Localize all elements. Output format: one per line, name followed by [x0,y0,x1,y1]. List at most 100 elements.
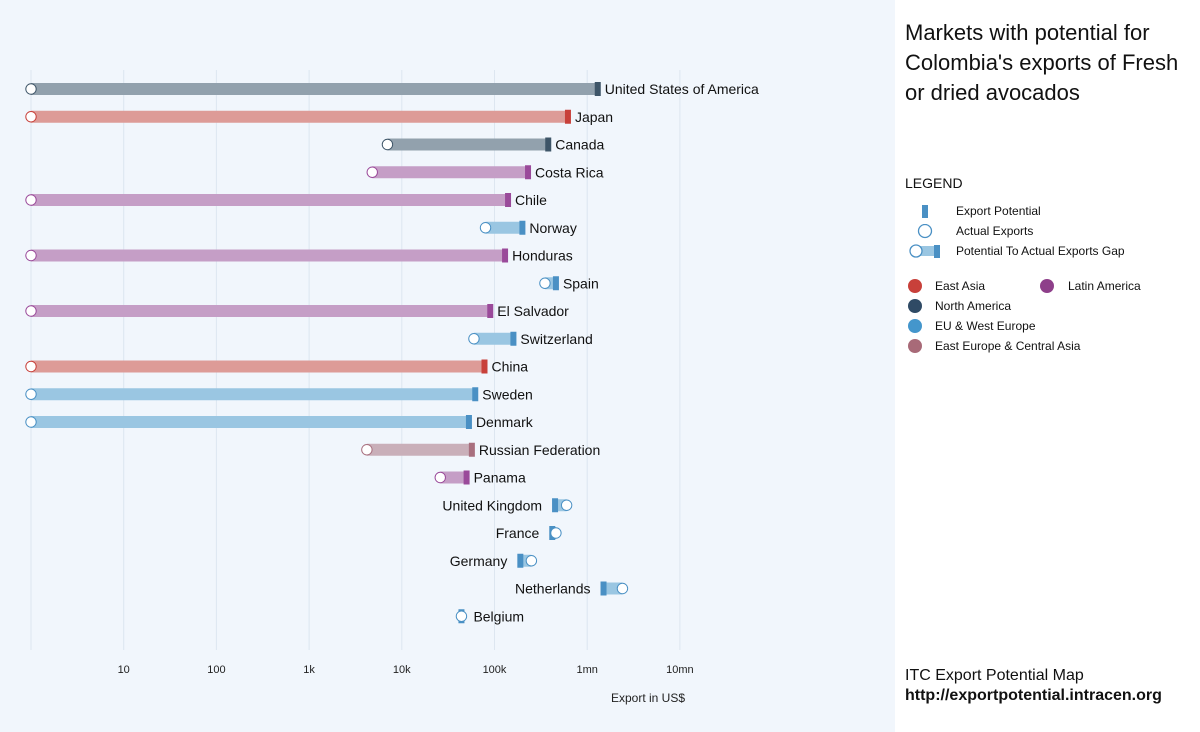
actual-exports-marker [361,444,373,456]
north-america-dot-icon [908,299,922,313]
x-tick-label: 10k [393,664,411,676]
country-label: Netherlands [515,581,591,597]
country-label: Japan [575,109,613,125]
export-potential-marker [519,220,526,235]
export-potential-marker [502,248,509,263]
dumbbell-row: Costa Rica [366,164,604,180]
country-label: Spain [563,275,599,291]
country-label: Belgium [473,608,524,624]
dumbbell-row: Honduras [25,248,573,264]
dumbbell-row: Norway [479,220,577,236]
actual-exports-marker [550,527,562,539]
x-tick-label: 100k [483,664,507,676]
export-potential-marker [465,415,472,429]
actual-exports-marker [525,555,538,567]
dumbbell-row: France [496,525,562,541]
gap-bar [473,332,514,345]
export-potential-marker [545,137,552,152]
export-potential-marker [525,165,532,180]
actual-exports-marker [25,305,37,317]
actual-exports-marker [616,582,629,595]
x-tick-label: 1mn [576,664,597,676]
footer-url-link[interactable]: http://exportpotential.intracen.org [905,687,1162,704]
footer: ITC Export Potential Map http://exportpo… [905,666,1162,706]
export-potential-marker [481,359,488,374]
gap-bar [31,416,469,428]
actual-exports-icon [917,224,933,239]
dumbbell-row: Chile [25,192,547,208]
x-tick-label: 10mn [666,664,694,676]
legend-region-label: North America [935,299,1012,313]
legend-gap[interactable]: Potential To Actual Exports Gap [905,244,1185,260]
legend-actual-exports[interactable]: Actual Exports [905,224,1185,240]
export-potential-marker [600,581,607,596]
export-potential-marker [505,193,512,207]
legend-export-potential[interactable]: Export Potential [905,204,1185,220]
dumbbell-row: Switzerland [468,331,593,347]
actual-exports-marker [366,166,378,178]
actual-exports-marker [539,277,551,289]
legend-region-eu-west-europe[interactable]: EU & West Europe [908,319,1108,335]
gap-bar [31,249,506,262]
country-label: Costa Rica [535,164,604,180]
country-label: Switzerland [520,331,592,347]
country-label: Norway [529,220,576,236]
gap-bar [440,471,467,484]
eu-west-europe-dot-icon [908,319,922,333]
legend-gap-label: Potential To Actual Exports Gap [956,244,1125,258]
gap-bar [31,110,568,123]
actual-exports-marker [455,610,468,622]
x-tick-label: 1k [303,664,315,676]
gap-icon [909,244,940,258]
country-label: El Salvador [497,303,569,319]
export-potential-marker [564,109,571,124]
actual-exports-marker [25,388,37,400]
x-tick-label: 100 [207,664,225,676]
legend-region-latin-america[interactable]: Latin America [1040,279,1190,295]
export-potential-marker [472,387,479,402]
country-label: Honduras [512,248,573,264]
gap-bar [31,83,598,95]
dumbbell-row: Germany [450,553,538,569]
export-potential-icon [922,205,928,218]
country-label: Canada [555,137,604,153]
dumbbell-row: Panama [434,470,526,486]
dumbbell-row: Netherlands [515,581,629,597]
legend-heading: LEGEND [905,175,963,191]
dumbbell-row: China [25,359,528,375]
export-potential-marker [468,442,475,457]
dumbbell-row: United Kingdom [442,497,573,513]
actual-exports-marker [25,249,37,262]
side-panel: Markets with potential for Colombia's ex… [895,0,1200,732]
legend-region-label: East Asia [935,279,986,293]
actual-exports-marker [25,416,37,428]
legend-region-north-america[interactable]: North America [908,299,1108,315]
export-potential-marker [517,553,524,568]
country-label: Germany [450,553,508,569]
legend-region-east-europe-central-asia[interactable]: East Europe & Central Asia [908,339,1168,355]
country-label: China [491,359,528,375]
gap-bar [31,388,476,401]
gap-bar [555,499,567,512]
export-potential-marker [552,276,559,291]
dumbbell-row: El Salvador [25,303,569,319]
actual-exports-marker [468,333,480,345]
dumbbell-row: Canada [381,137,605,153]
legend-region-east-asia[interactable]: East Asia [908,279,1038,295]
actual-exports-marker [479,222,492,234]
dumbbell-row: Denmark [25,414,534,430]
legend-actual-exports-label: Actual Exports [956,224,1034,238]
actual-exports-marker [560,499,573,511]
actual-exports-marker [25,360,37,373]
gap-bar [31,194,509,206]
legend-region-label: EU & West Europe [935,319,1036,333]
x-tick-label: 10 [118,664,130,676]
x-axis-label: Export in US$ [611,691,685,705]
plot-panel: 10 100 1k 10k 100k 1mn 10mn Export in US$ United… [0,0,895,732]
actual-exports-marker [25,194,37,206]
dumbbell-row: Russian Federation [361,442,600,458]
country-label: Russian Federation [479,442,600,458]
export-potential-marker [594,82,601,96]
dumbbell-row: Japan [25,109,613,125]
gap-bar [372,166,529,179]
